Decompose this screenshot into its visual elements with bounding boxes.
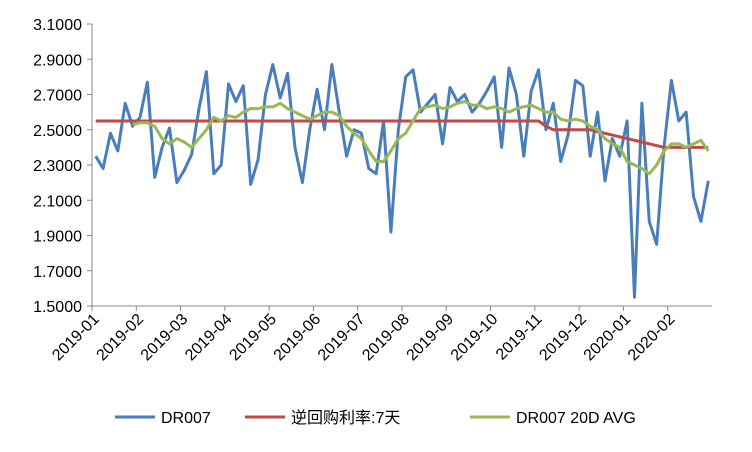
y-tick-label: 2.7000 <box>33 88 82 105</box>
legend-label: 逆回购利率:7天 <box>291 409 400 427</box>
series-line <box>132 100 710 176</box>
y-tick-label: 1.7000 <box>33 264 82 281</box>
series-line <box>94 63 710 299</box>
y-tick-label: 2.5000 <box>33 123 82 140</box>
y-tick-label: 2.3000 <box>33 158 82 175</box>
y-tick-label: 1.9000 <box>33 229 82 246</box>
y-tick-label: 3.1000 <box>33 17 82 34</box>
legend-label: DR007 <box>161 410 211 427</box>
y-tick-label: 1.5000 <box>33 299 82 316</box>
legend-label: DR007 20D AVG <box>516 410 636 427</box>
y-tick-label: 2.9000 <box>33 52 82 69</box>
y-tick-label: 2.1000 <box>33 193 82 210</box>
series-line <box>95 119 709 149</box>
